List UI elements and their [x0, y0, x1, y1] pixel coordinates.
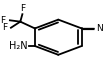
Text: N: N: [96, 24, 102, 33]
Text: F: F: [2, 23, 7, 32]
Text: F: F: [1, 16, 6, 25]
Text: F: F: [20, 4, 25, 13]
Text: H₂N: H₂N: [9, 41, 28, 51]
